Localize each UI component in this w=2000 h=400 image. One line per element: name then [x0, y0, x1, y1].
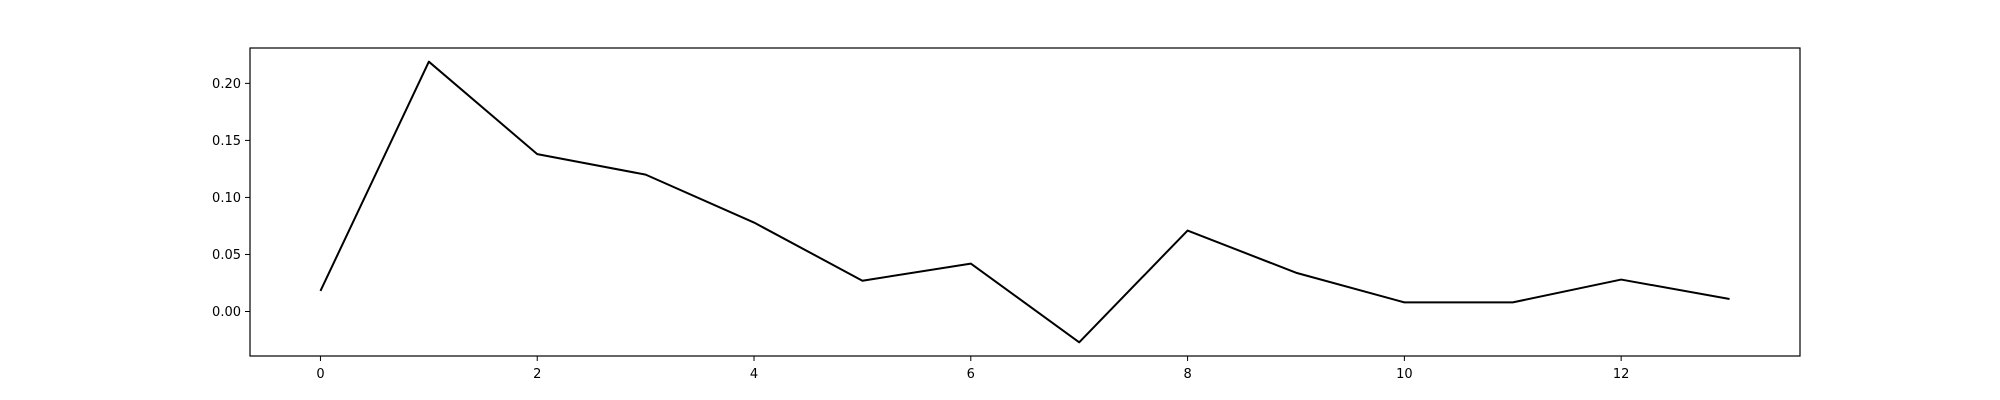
series-layer: [319, 60, 1730, 344]
y-tick-label: 0.05: [212, 248, 241, 263]
x-tick-label: 0: [316, 367, 324, 382]
x-axis: 0 2 4 6 8 10 12: [316, 356, 1629, 382]
plot-frame: [249, 47, 1801, 357]
x-tick-label: 8: [1183, 367, 1191, 382]
y-tick-label: 0.20: [212, 77, 241, 92]
y-axis: 0.00 0.05 0.10 0.15 0.20: [212, 77, 250, 320]
x-tick-label: 4: [750, 367, 758, 382]
y-tick-label: 0.00: [212, 305, 241, 320]
y-tick-label: 0.10: [212, 191, 241, 206]
x-tick-label: 6: [967, 367, 975, 382]
x-tick-label: 12: [1613, 367, 1630, 382]
x-tick-label: 2: [533, 367, 541, 382]
x-tick-label: 10: [1396, 367, 1413, 382]
y-tick-label: 0.15: [212, 134, 241, 149]
series-line: [319, 60, 1730, 344]
